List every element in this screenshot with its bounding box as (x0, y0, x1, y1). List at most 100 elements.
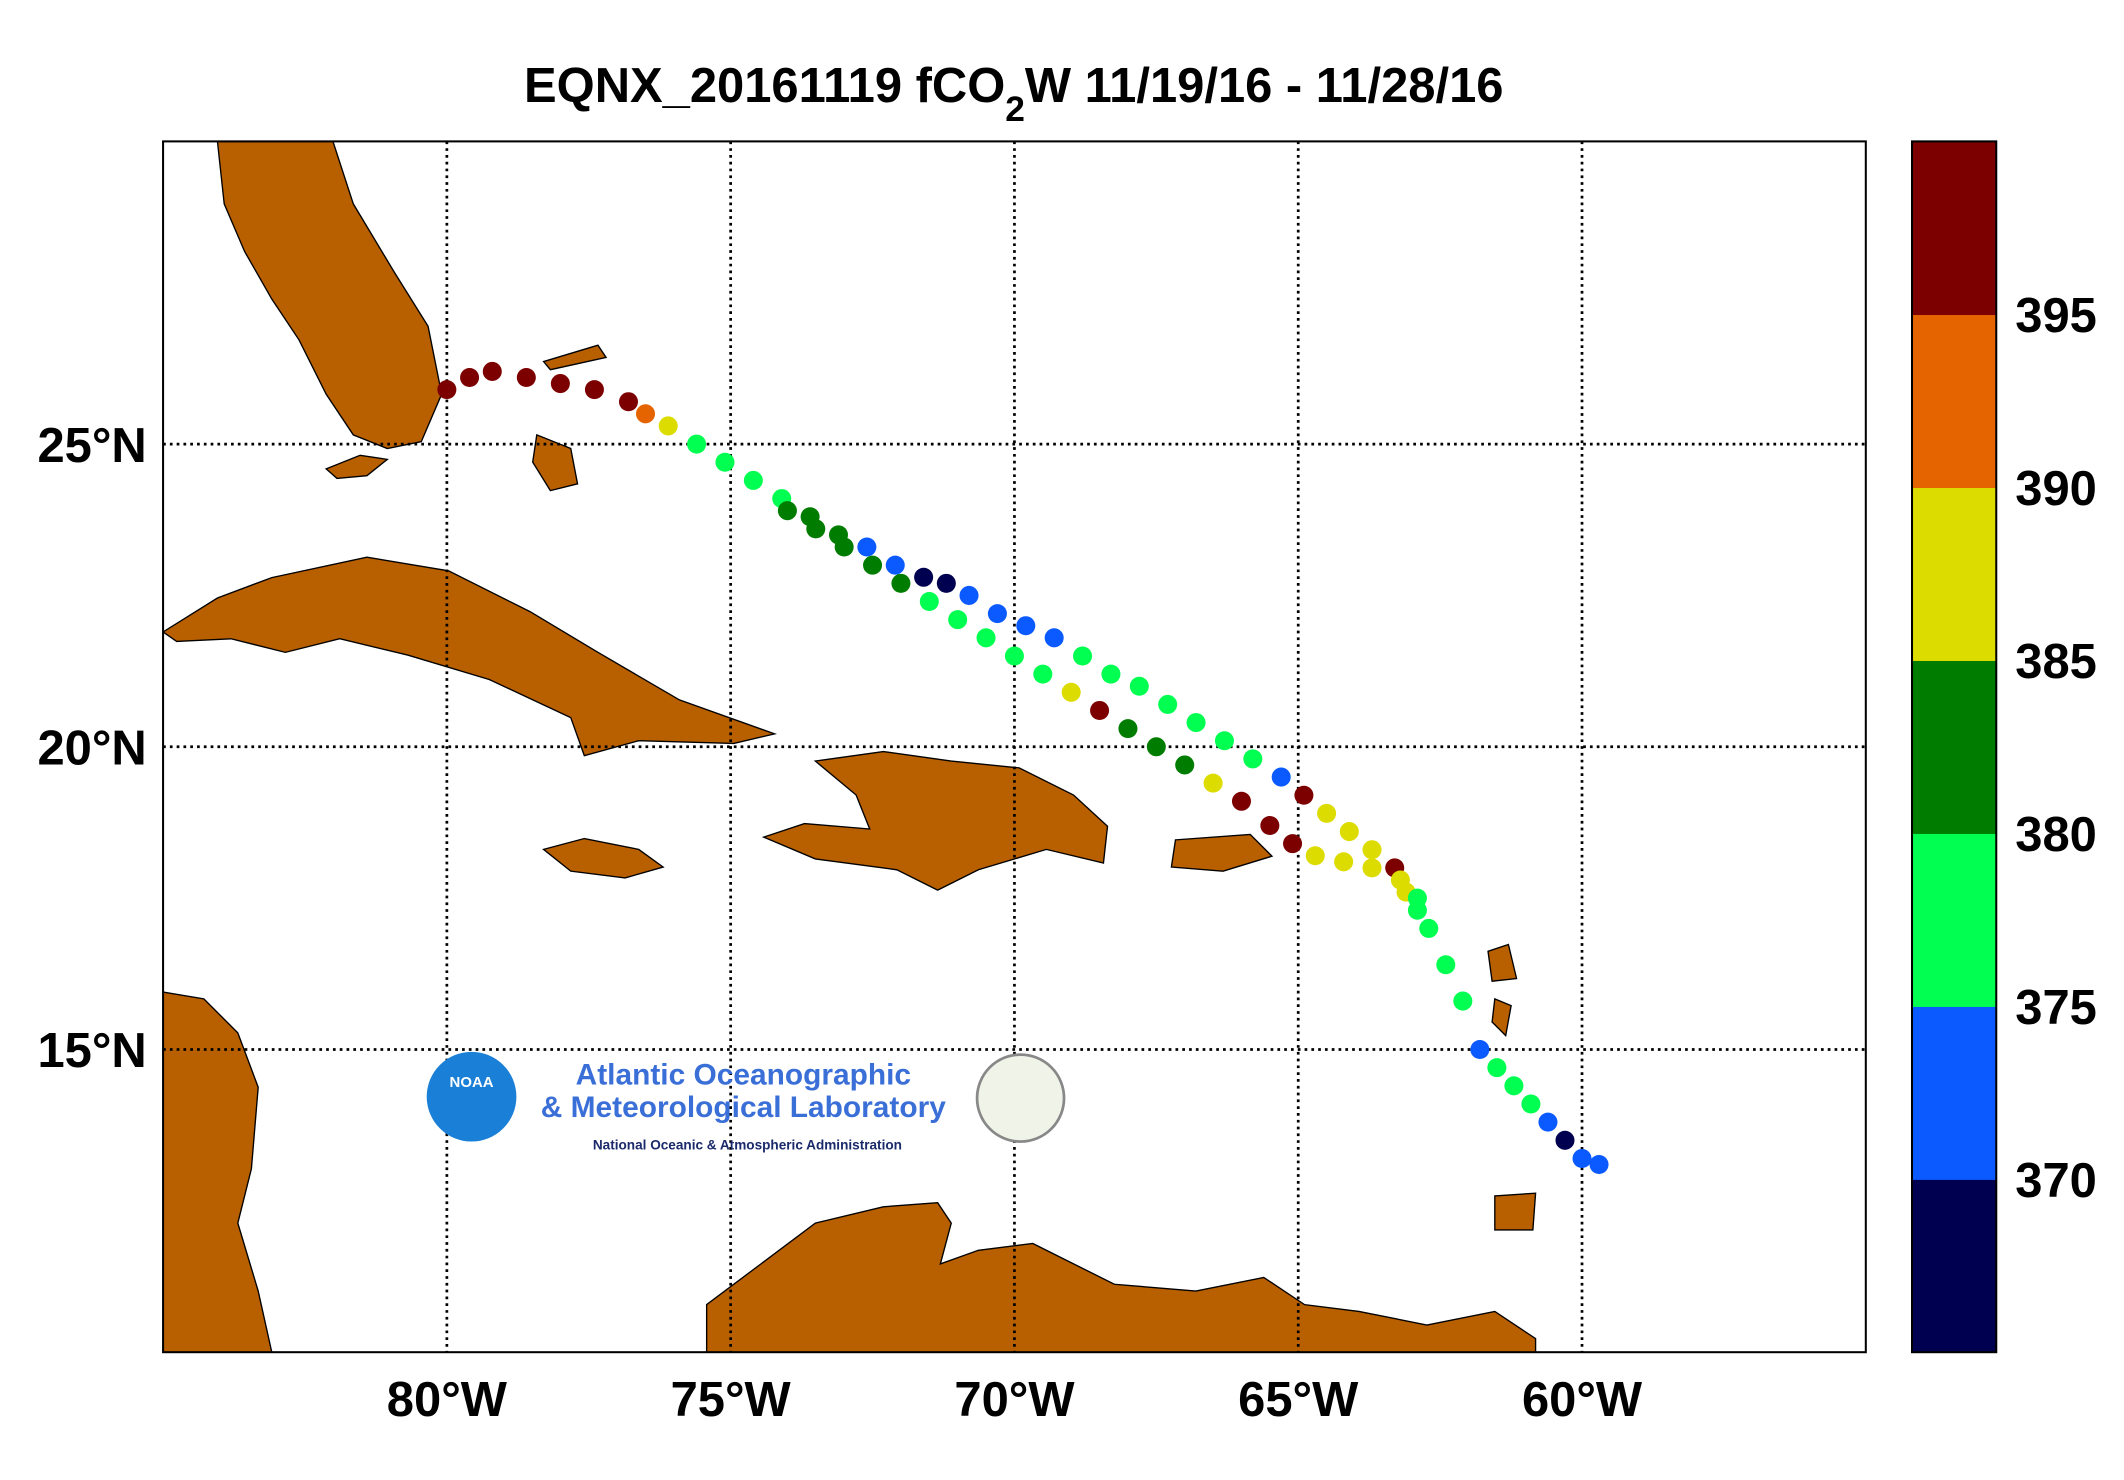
track-point (1260, 815, 1280, 836)
colorbar-tick-label: 395 (2015, 289, 2097, 343)
track-point (1004, 646, 1024, 666)
track-point (857, 537, 877, 557)
track-point (1175, 755, 1195, 775)
x-tick-label: 60°W (1522, 1373, 1643, 1427)
track-point (1146, 737, 1166, 757)
track-point (834, 537, 854, 557)
track-point (1033, 664, 1053, 684)
track-point (777, 501, 797, 521)
colorbar-band (1912, 1179, 1997, 1353)
colorbar-tick-label: 390 (2015, 462, 2097, 516)
colorbar-tick-label: 380 (2015, 808, 2097, 862)
track-point (1203, 773, 1223, 793)
track-point (1339, 822, 1359, 842)
track-point (1504, 1076, 1524, 1096)
land (1494, 1192, 1537, 1231)
land (324, 454, 389, 480)
track-point (1334, 852, 1354, 872)
logo-seal (975, 1053, 1066, 1143)
land (163, 141, 1537, 1353)
colorbar-band (1912, 1006, 1997, 1180)
map-frame (162, 140, 1867, 1354)
track-point (1073, 646, 1093, 666)
track-point (658, 416, 678, 436)
track-point (1118, 719, 1138, 739)
track-point (1436, 955, 1456, 975)
track-point (1044, 628, 1064, 648)
track-point (743, 470, 763, 490)
colorbar-band (1912, 314, 1997, 489)
track-point (1016, 616, 1036, 636)
track-point (948, 610, 968, 630)
track-point (885, 555, 905, 575)
y-tick-label: 25°N (37, 419, 146, 473)
track-point (1538, 1112, 1558, 1132)
land (1170, 833, 1274, 872)
track-point (1231, 791, 1251, 811)
track-point (914, 567, 934, 587)
land (163, 556, 777, 757)
track-point (863, 555, 883, 575)
track-point (806, 519, 826, 539)
track-point (1317, 803, 1337, 823)
track-point (584, 380, 604, 400)
track-point (976, 628, 996, 648)
track-point (1186, 713, 1206, 733)
logo-text: Atlantic Oceanographic (576, 1058, 911, 1091)
track-point (1589, 1155, 1609, 1175)
x-tick-label: 70°W (954, 1373, 1075, 1427)
land (1487, 943, 1518, 982)
track-point (1453, 991, 1473, 1011)
track-point (1283, 834, 1303, 854)
colorbar-tick-label: 385 (2015, 635, 2097, 689)
track-point (1362, 858, 1382, 878)
track-point (936, 573, 956, 593)
track-point (1407, 888, 1427, 908)
land (542, 837, 665, 879)
track-point (987, 604, 1007, 624)
track-point (1158, 694, 1178, 714)
land (163, 991, 273, 1353)
logo-text: & Meteorological Laboratory (541, 1091, 946, 1124)
track-point (1487, 1058, 1507, 1078)
logo: NOAA Atlantic Oceanographic & Meteorolog… (426, 1051, 1066, 1153)
land (216, 141, 443, 450)
land (542, 344, 608, 371)
track-point (919, 591, 939, 612)
track-point (1129, 676, 1149, 696)
track-point (1419, 918, 1439, 938)
colorbar-band (1912, 833, 1997, 1007)
logo-badge-text: NOAA (450, 1074, 494, 1091)
land (761, 750, 1109, 891)
track-point (618, 392, 638, 412)
track-point (482, 361, 502, 381)
colorbar-band (1912, 141, 1997, 316)
track-point (516, 367, 536, 388)
colorbar-band (1912, 660, 1997, 834)
track-point (687, 434, 707, 454)
track-point (1243, 749, 1263, 769)
x-tick-label: 80°W (387, 1373, 508, 1427)
land (705, 1202, 1537, 1353)
land (531, 433, 579, 492)
title-text: EQNX_20161119 fCO (524, 59, 1005, 113)
track-point (1362, 840, 1382, 860)
track-point (1090, 700, 1110, 720)
track-point (1271, 767, 1291, 787)
colorbar-tick-label: 370 (2015, 1154, 2097, 1208)
track-point (1294, 785, 1314, 805)
track-point (959, 585, 979, 605)
track-point (1390, 870, 1410, 890)
y-tick-label: 15°N (37, 1024, 146, 1078)
track-point (437, 380, 457, 400)
track-point (1572, 1148, 1592, 1168)
plot-layer: 80°W 75°W 70°W 65°W 60°W 15°N 20°N 25°N 370 375 38… (37, 140, 2097, 1427)
colorbar-tick-label: 375 (2015, 981, 2097, 1035)
colorbar-frame (1910, 140, 1998, 1354)
y-tick-label: 20°N (37, 721, 146, 775)
track-point (1555, 1130, 1575, 1150)
track-point (1470, 1039, 1490, 1060)
title: EQNX_20161119 fCO2W 11/19/16 - 11/28/16 (524, 59, 1503, 129)
